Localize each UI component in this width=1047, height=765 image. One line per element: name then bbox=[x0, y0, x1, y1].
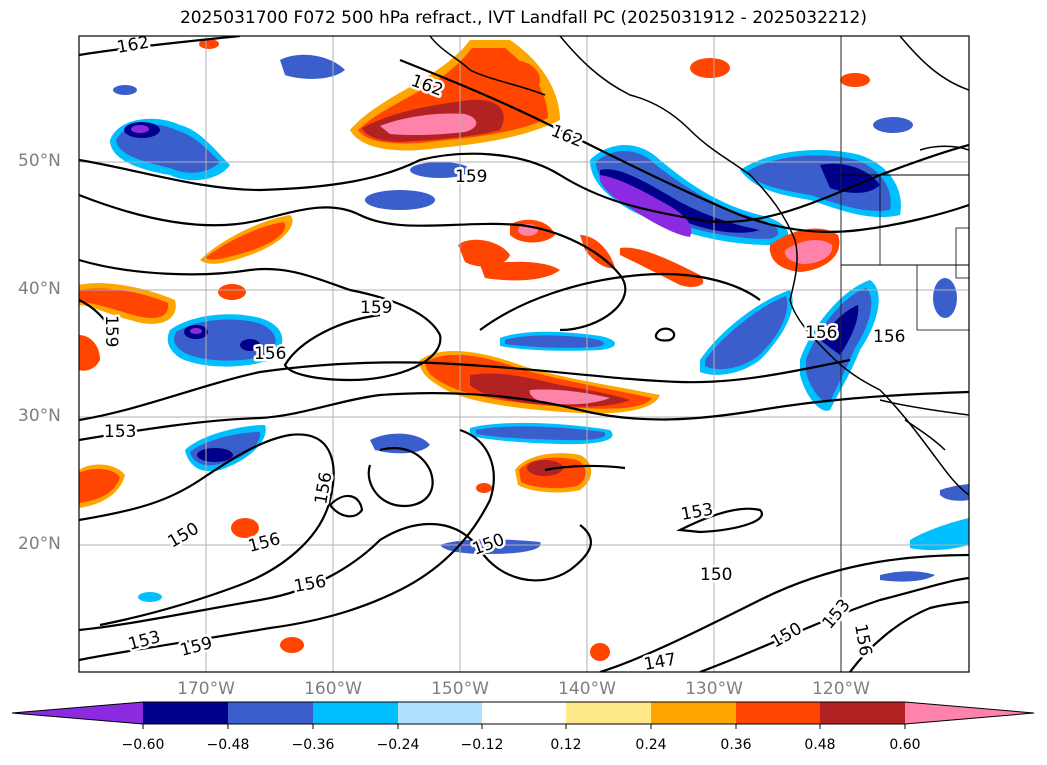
lat-label: 50°N bbox=[18, 151, 61, 171]
colorbar-segment bbox=[820, 702, 905, 724]
colorbar-segment bbox=[313, 702, 398, 724]
colorbar-segment bbox=[566, 702, 651, 724]
map-plot-area: 162 162 162 159 159 159 156 156 156 156 … bbox=[79, 36, 969, 672]
contour-label: 153 bbox=[104, 422, 136, 442]
lon-label: 120°W bbox=[812, 679, 870, 699]
lon-label: 160°W bbox=[304, 679, 362, 699]
contour-label: 156 bbox=[873, 327, 905, 347]
contour-label: 159 bbox=[455, 167, 487, 187]
lon-label: 170°W bbox=[177, 679, 235, 699]
colorbar-tick-label: −0.48 bbox=[206, 737, 250, 753]
colorbar-tick-label: 0.60 bbox=[889, 737, 921, 753]
colorbar-tick-label: 0.36 bbox=[720, 737, 752, 753]
coastlines bbox=[429, 36, 969, 672]
lat-label: 40°N bbox=[18, 279, 61, 299]
shaded-anomalies bbox=[79, 39, 969, 661]
contour-label: 150 bbox=[700, 565, 732, 585]
contour-label: 156 bbox=[254, 344, 286, 364]
colorbar-segment bbox=[143, 702, 228, 724]
colorbar-tick-label: −0.36 bbox=[291, 737, 335, 753]
lat-label: 20°N bbox=[18, 534, 61, 554]
colorbar-segment bbox=[651, 702, 736, 724]
colorbar bbox=[11, 701, 1035, 729]
colorbar-under-arrow bbox=[12, 702, 143, 724]
colorbar-tick-label: −0.60 bbox=[121, 737, 165, 753]
colorbar-tick-label: 0.12 bbox=[550, 737, 582, 753]
colorbar-segment bbox=[228, 702, 313, 724]
colorbar-tick-label: 0.48 bbox=[804, 737, 836, 753]
contour-label: 159 bbox=[101, 315, 121, 347]
colorbar-tick-label: −0.12 bbox=[460, 737, 504, 753]
map-title: 2025031700 F072 500 hPa refract., IVT La… bbox=[179, 8, 867, 28]
colorbar-tick-label: 0.24 bbox=[635, 737, 667, 753]
colorbar-segment bbox=[482, 702, 566, 724]
lon-label: 150°W bbox=[431, 679, 489, 699]
contour-label: 159 bbox=[360, 298, 392, 318]
plot-frame bbox=[78, 35, 970, 673]
contour-label: 156 bbox=[805, 323, 837, 343]
height-contours bbox=[79, 36, 969, 672]
colorbar-over-arrow bbox=[905, 702, 1034, 724]
lat-label: 30°N bbox=[18, 406, 61, 426]
colorbar-tick-label: −0.24 bbox=[376, 737, 420, 753]
colorbar-segment bbox=[736, 702, 820, 724]
colorbar-segment bbox=[398, 702, 482, 724]
lon-label: 130°W bbox=[685, 679, 743, 699]
lon-label: 140°W bbox=[558, 679, 616, 699]
